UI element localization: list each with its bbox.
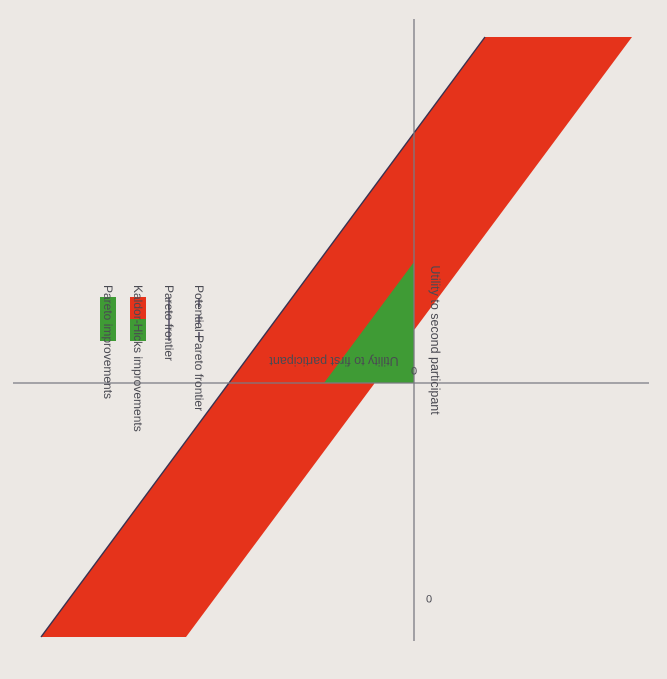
y-origin-label: 0 (426, 592, 432, 604)
legend: Pareto improvements Kaldor-Hicks improve… (100, 285, 206, 432)
legend-swatch-kaldor-hicks-bottom (130, 297, 146, 319)
y-axis-label: Utility to second participant (428, 265, 442, 415)
legend-label-pareto-frontier: Pareto frontier (162, 285, 176, 361)
legend-label-pareto: Pareto improvements (101, 285, 115, 399)
legend-swatch-kaldor-hicks-top (130, 319, 146, 341)
legend-label-potential-pareto-frontier: Potential Pareto frontier (192, 285, 206, 411)
legend-swatch-pareto (100, 297, 116, 341)
x-origin-label: 0 (411, 364, 417, 376)
x-axis-label: Utility to first participant (269, 354, 399, 368)
kaldor-hicks-region (41, 37, 632, 637)
pareto-region (324, 262, 414, 383)
diagram-content: 0 0 Utility to first participant Utility… (13, 19, 649, 641)
pareto-frontier-line (40, 36, 486, 638)
legend-label-kaldor-hicks: Kaldor-Hicks improvements (131, 285, 145, 432)
